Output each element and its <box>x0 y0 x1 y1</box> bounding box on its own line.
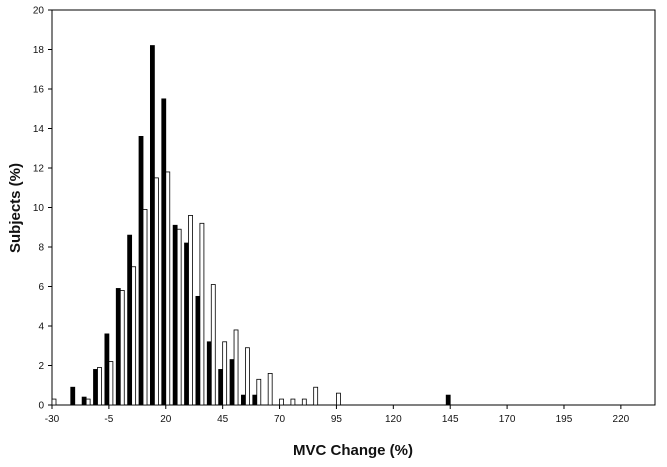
y-axis-title: Subjects (%) <box>7 163 24 253</box>
x-tick-label: 145 <box>442 414 459 425</box>
x-tick-label: 45 <box>217 414 229 425</box>
bar-series2-4 <box>119 290 125 406</box>
y-tick-label: 0 <box>38 401 44 412</box>
bar-series1-12 <box>206 341 212 406</box>
bar-series2-12 <box>210 284 216 406</box>
bar-series2-21 <box>313 386 319 406</box>
x-tick-label: 170 <box>499 414 516 425</box>
bar-series1-16 <box>252 394 258 406</box>
bar-series2-15 <box>245 347 250 406</box>
bar-series1-3 <box>104 333 110 406</box>
bar-series1-2 <box>93 369 98 406</box>
x-tick-label: -5 <box>104 414 113 425</box>
bar-series1-11 <box>195 295 201 406</box>
bar-series1-4 <box>115 288 121 406</box>
y-tick-label: 18 <box>33 45 45 56</box>
y-tick-label: 8 <box>38 243 44 254</box>
bar-series2-5 <box>131 266 137 406</box>
bar-series2-7 <box>153 177 159 406</box>
bar-series2-1 <box>85 398 91 406</box>
bar-series1-1 <box>81 396 87 406</box>
bar-series2-3 <box>108 361 114 406</box>
x-tick-label: 70 <box>274 414 286 425</box>
y-tick-label: 2 <box>38 361 44 372</box>
bar-series1-15 <box>241 394 246 406</box>
x-axis-title: MVC Change (%) <box>293 442 413 459</box>
bar-series1-13 <box>218 369 224 406</box>
x-tick-label: 220 <box>613 414 630 425</box>
bar-series2-8 <box>165 171 171 406</box>
bar-series2-20 <box>301 398 307 406</box>
bar-series2-9 <box>176 228 182 406</box>
x-tick-label: 120 <box>385 414 402 425</box>
bar-series2-11 <box>199 222 205 406</box>
bar-series2-17 <box>267 372 273 406</box>
bar-series1-17 <box>445 394 451 406</box>
bar-series1-6 <box>138 135 144 406</box>
bar-series2-13 <box>222 341 228 406</box>
x-tick-label: 20 <box>160 414 172 425</box>
y-tick-label: 4 <box>38 322 44 333</box>
bar-series2-6 <box>142 209 148 406</box>
bar-series2-16 <box>256 378 262 406</box>
y-tick-label: 14 <box>33 124 45 135</box>
bar-series1-7 <box>149 45 155 406</box>
bar-series2-10 <box>188 214 193 406</box>
y-tick-label: 12 <box>33 164 45 175</box>
bar-series2-18 <box>279 398 284 406</box>
bar-series2-22 <box>336 392 341 406</box>
bar-series2-19 <box>290 398 296 406</box>
bar-series1-10 <box>184 242 189 406</box>
bar-series1-9 <box>172 224 178 406</box>
bar-series2-0 <box>51 398 57 406</box>
bars-layer <box>51 45 451 406</box>
bar-series2-14 <box>233 329 239 406</box>
bar-series1-0 <box>70 386 76 406</box>
x-tick-label: 195 <box>556 414 573 425</box>
y-tick-label: 10 <box>33 203 45 214</box>
x-tick-label: -30 <box>45 414 60 425</box>
tick-labels-layer: -30 -5 20 45 70 95 120 145 170 195 220 0 2 4 6 8 10 12 14 1… <box>33 6 630 426</box>
bar-series1-14 <box>229 359 235 406</box>
x-tick-label: 95 <box>331 414 343 425</box>
bar-series1-5 <box>127 234 133 406</box>
bar-series2-2 <box>97 367 102 406</box>
y-tick-label: 6 <box>38 282 44 293</box>
y-tick-label: 16 <box>33 85 45 96</box>
ticks-layer <box>48 9 622 409</box>
bar-series1-8 <box>161 98 167 406</box>
y-tick-label: 20 <box>33 6 45 17</box>
